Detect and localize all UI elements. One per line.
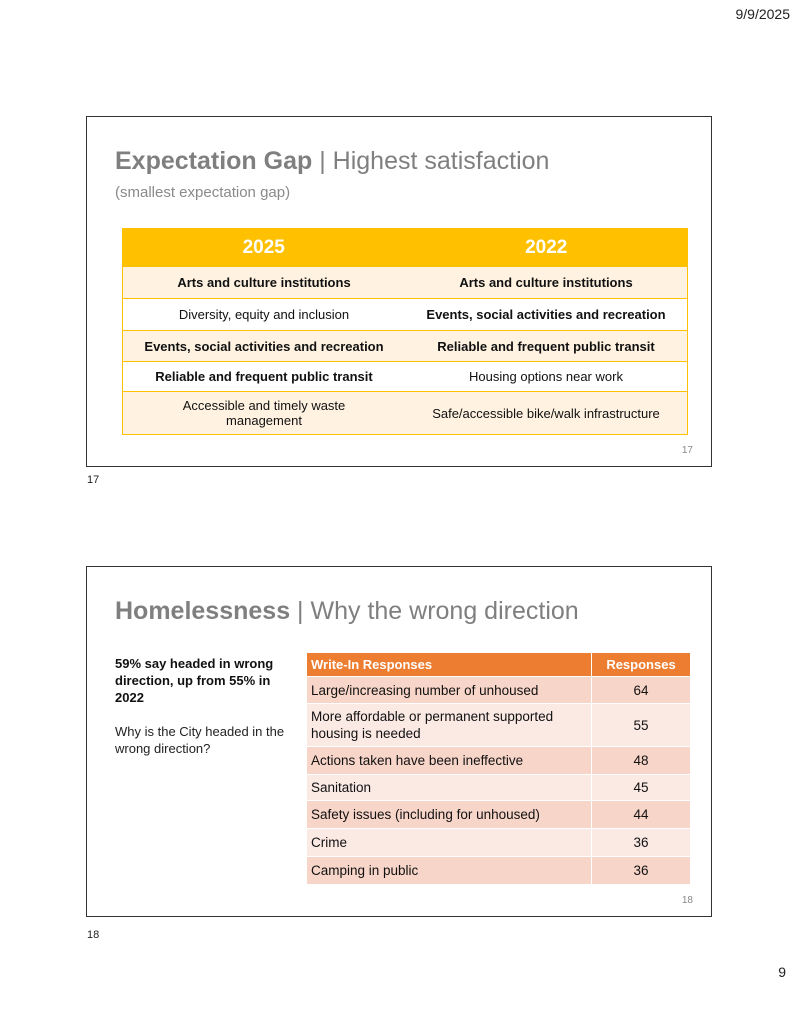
table-cell: Actions taken have been ineffective [306,746,592,775]
slide-number: 18 [681,895,693,906]
date: 9/9/2025 [735,6,791,22]
slide-expectation-gap: Expectation Gap | Highest satisfaction (… [86,116,712,467]
table-row: Actions taken have been ineffective 48 [306,746,691,775]
table-cell: Safety issues (including for unhoused) [306,800,592,829]
handout-label: 18 [87,929,100,941]
table-cell: 48 [591,746,691,775]
table-row: Diversity, equity and inclusion Events, s… [122,298,688,331]
table-row: Sanitation 45 [306,774,691,801]
table-cell: 36 [591,856,691,885]
table-cell: Reliable and frequent public transit [122,361,405,392]
table-row: Events, social activities and recreation… [122,330,688,362]
title-bold: Homelessness [115,597,291,625]
column-header: Responses [591,652,691,677]
table-cell: More affordable or permanent supported h… [306,703,592,747]
title-separator: | [312,147,333,175]
slide-title: Homelessness | Why the wrong direction [115,597,579,626]
page-number: 9 [778,964,786,980]
table-cell: Arts and culture institutions [122,266,405,299]
table-cell: Large/increasing number of unhoused [306,676,592,704]
table-cell: Housing options near work [405,361,688,392]
slide-homelessness: Homelessness | Why the wrong direction 5… [86,566,712,917]
column-header: 2022 [404,228,688,267]
table-cell: Safe/accessible bike/walk infrastructure [405,391,688,435]
table-cell: 44 [591,800,691,829]
slide-subtitle: (smallest expectation gap) [115,184,291,201]
table-row: Arts and culture institutions Arts and cu… [122,266,688,299]
table-cell: 45 [591,774,691,801]
table-row: More affordable or permanent supported h… [306,703,691,747]
write-in-table: Write-In Responses Responses Large/increa… [306,652,691,885]
table-row: Safety issues (including for unhoused) 44 [306,800,691,829]
table-cell: Diversity, equity and inclusion [122,298,405,331]
table-cell: Events, social activities and recreation [405,298,688,331]
title-rest: Why the wrong direction [310,597,579,625]
column-header: Write-In Responses [306,652,592,677]
table-cell: Sanitation [306,774,592,801]
table-cell: Arts and culture institutions [405,266,688,299]
table-cell: 55 [591,703,691,747]
table-cell: Events, social activities and recreation [122,330,405,362]
column-header: 2025 [122,228,406,267]
table-row: Large/increasing number of unhoused 64 [306,676,691,704]
question-text: Why is the City headed in the wrong dire… [115,724,285,756]
slide-number: 17 [681,445,693,456]
table-cell: Reliable and frequent public transit [405,330,688,362]
slide-title: Expectation Gap | Highest satisfaction [115,147,549,176]
table-cell: Camping in public [306,856,592,885]
title-separator: | [290,597,311,625]
title-bold: Expectation Gap [115,147,313,175]
table-row: Crime 36 [306,828,691,857]
table-cell: Crime [306,828,592,857]
satisfaction-table: 2025 2022 Arts and culture institutions Ar… [122,228,688,435]
handout-label: 17 [87,474,100,486]
stat-text: 59% say headed in wrong direction, up fr… [115,656,274,705]
table-cell: Accessible and timely waste management [122,391,405,435]
table-cell: 36 [591,828,691,857]
table-row: Camping in public 36 [306,856,691,885]
table-row: Reliable and frequent public transit Hous… [122,361,688,392]
table-row: Accessible and timely waste management Sa… [122,391,688,435]
table-cell: 64 [591,676,691,704]
title-rest: Highest satisfaction [332,147,550,175]
